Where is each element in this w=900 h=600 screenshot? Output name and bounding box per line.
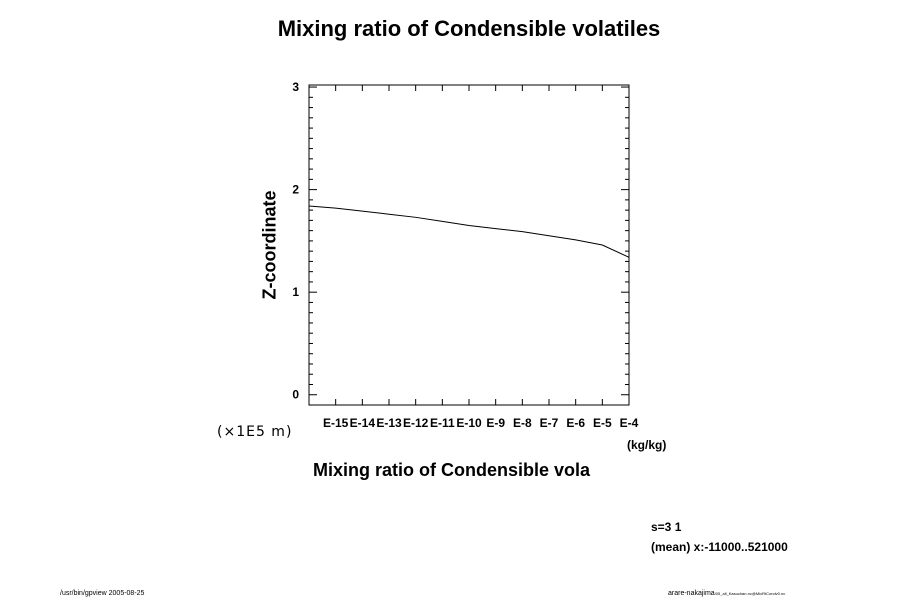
chart-title: Mixing ratio of Condensible volatiles [277,16,661,41]
info-mean-line: (mean) x:-11000..521000 [651,540,788,554]
x-tick-label: E-9 [486,416,505,430]
footer-left: /usr/bin/gpview 2005-08-25 [60,590,145,597]
x-tick-label: E-10 [456,416,482,430]
y-tick-label: 3 [292,80,299,94]
x-tick-label: E-4 [620,416,639,430]
x-tick-label: E-11 [430,416,455,430]
y-scale-note: (×1E5 m) [217,424,293,440]
y-tick-label: 0 [292,388,299,402]
y-tick-labels: 0 1 2 3 [292,80,299,402]
plot-frame [308,84,630,406]
info-s-line: s=3 1 [651,520,682,534]
x-tick-labels: E-15 E-14 E-13 E-12 E-11 E-10 E-9 E-8 E-7 E-6 E-5 E… [323,416,639,430]
x-tick-label: E-5 [593,416,612,430]
x-tick-label: E-14 [350,416,376,430]
y-axis-label: Z-coordinate [259,190,280,300]
x-unit-label: (kg/kg) [627,438,667,452]
x-tick-label: E-8 [513,416,532,430]
footer-right-main: arare-nakajima [668,590,715,597]
x-tick-label: E-7 [540,416,559,430]
footer-right: arare-nakajima/05_all_Kasuchan.nc@MixRtC… [668,590,785,597]
x-tick-label: E-13 [376,416,402,430]
y-tick-label: 1 [292,285,299,299]
x-tick-label: E-12 [403,416,429,430]
x-tick-label: E-15 [323,416,349,430]
x-axis-label: Mixing ratio of Condensible vola [313,460,591,480]
series-line [308,205,630,258]
axis-ticks [308,85,630,406]
footer-right-small: /05_all_Kasuchan.nc@MixRtCondv0.nc [714,591,786,596]
x-tick-label: E-6 [566,416,585,430]
y-tick-label: 2 [292,183,299,197]
